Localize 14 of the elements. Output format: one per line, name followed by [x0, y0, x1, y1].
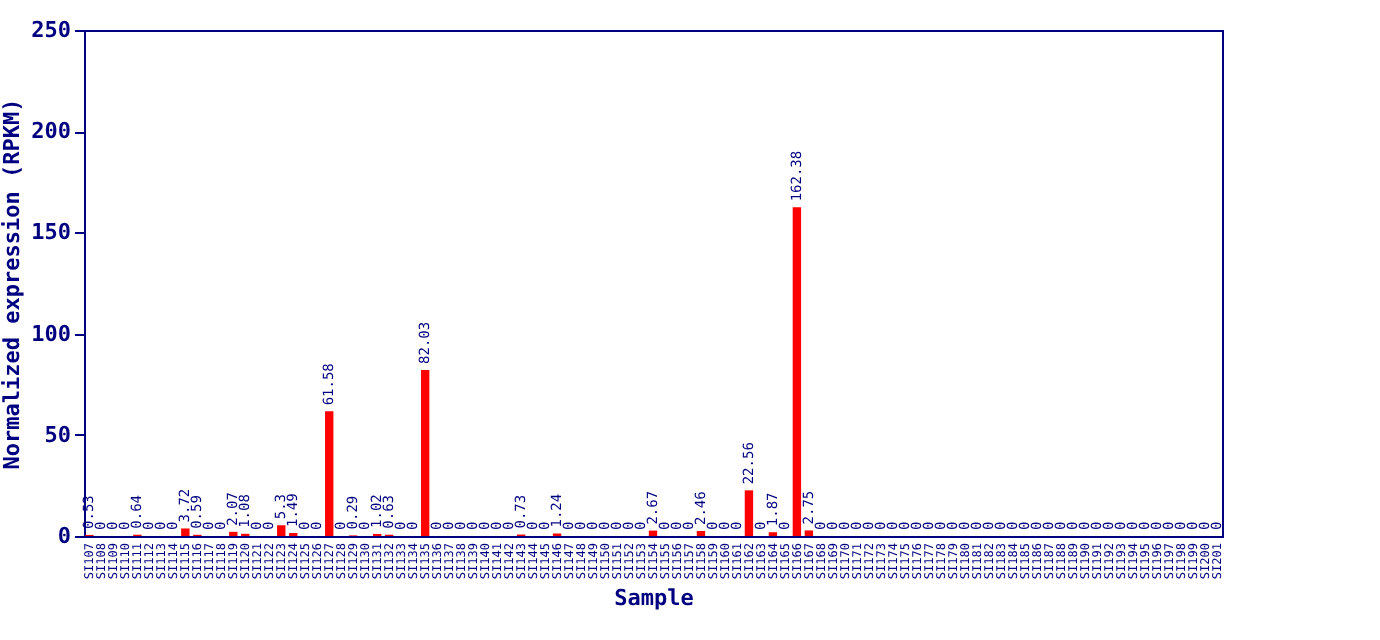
bar: [804, 530, 814, 536]
bar: [325, 411, 334, 536]
y-tick-label: 50: [44, 421, 71, 448]
bar: [277, 525, 286, 536]
bar: [420, 369, 430, 536]
y-tick-label: 0: [57, 523, 71, 549]
y-tick-label: 200: [31, 118, 71, 145]
x-axis-title: Sample: [614, 585, 695, 612]
y-axis-title: Normalized expression (RPKM): [0, 98, 26, 470]
bar: [792, 207, 802, 536]
y-tick-label: 250: [31, 17, 71, 43]
bar: [744, 490, 754, 536]
y-tick-label: 100: [31, 320, 71, 347]
y-tick-label: 150: [31, 219, 71, 246]
